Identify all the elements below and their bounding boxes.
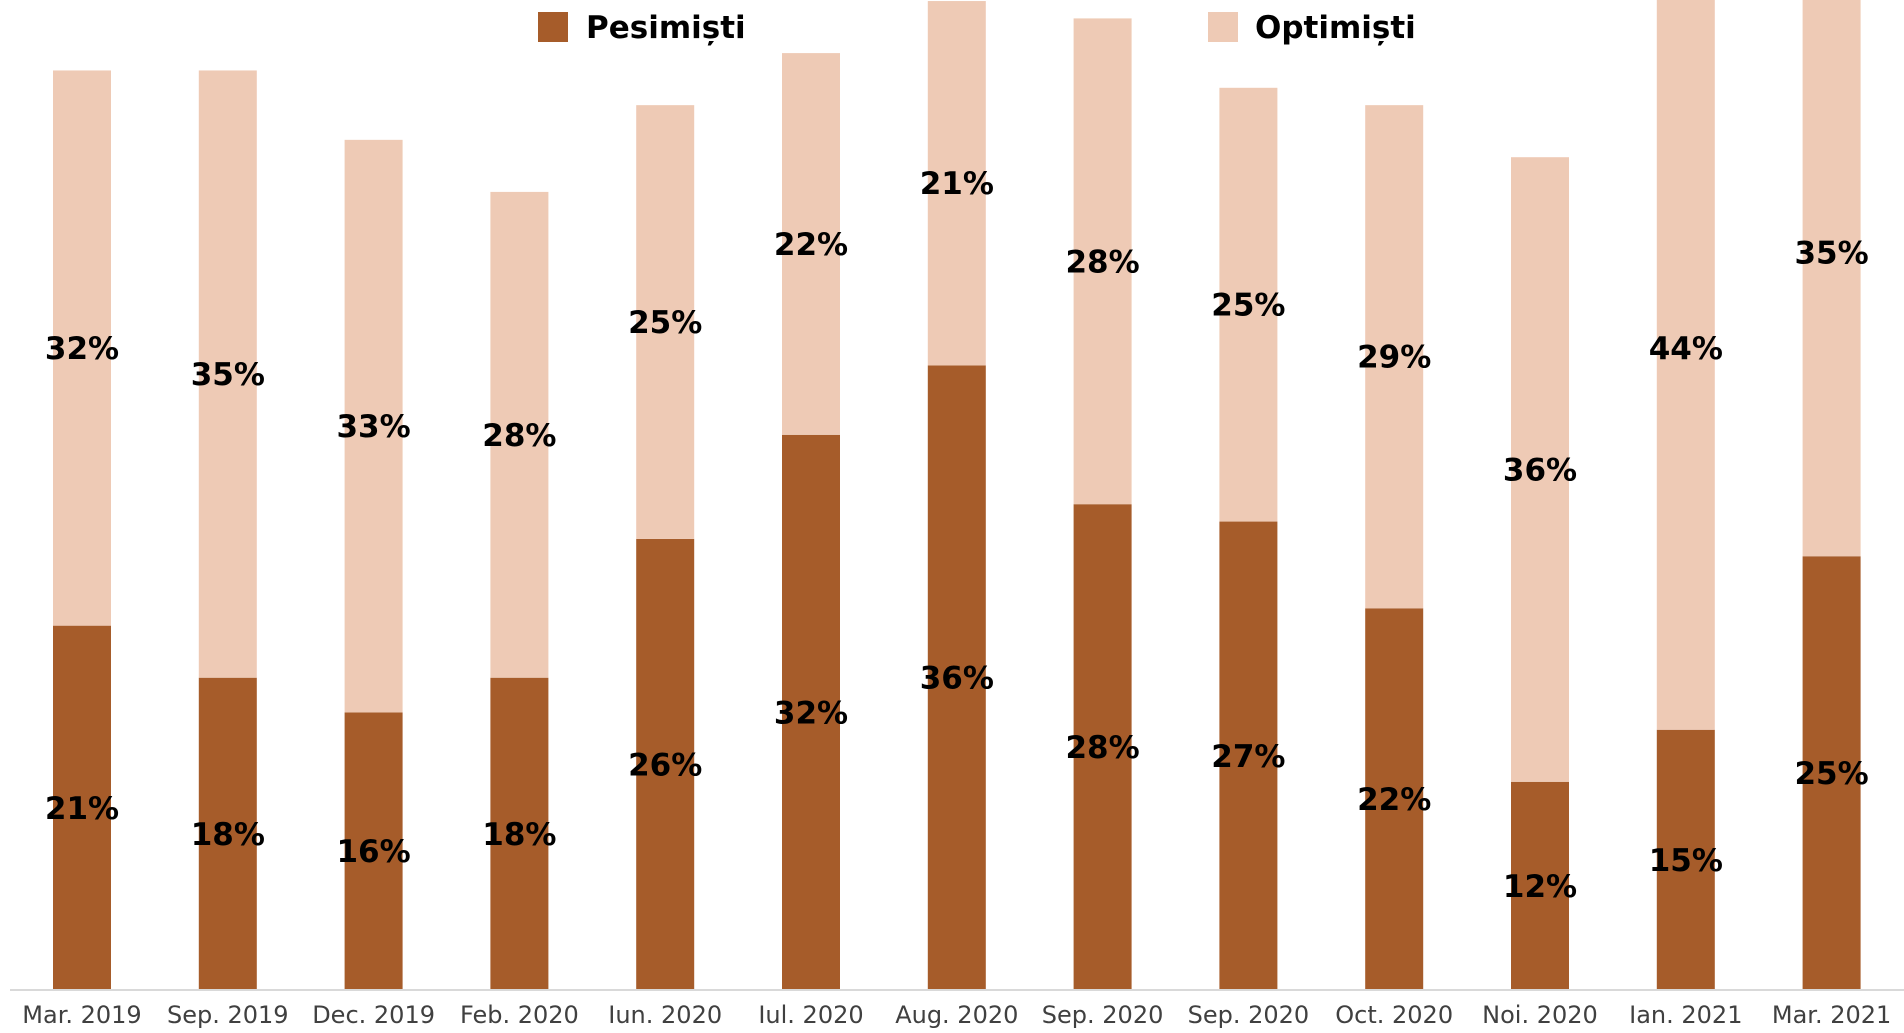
data-label-optimisti: 25%	[1211, 288, 1285, 324]
legend-swatch-pesimisti	[538, 12, 568, 42]
bar-optimisti	[344, 139, 403, 713]
data-label-optimisti: 44%	[1649, 331, 1723, 367]
legend-label-pesimisti: Pesimiști	[586, 10, 746, 46]
bar-optimisti	[198, 70, 257, 678]
data-label-pesimisti: 26%	[628, 747, 702, 783]
x-tick-label: Ian. 2021	[1629, 1001, 1742, 1028]
data-label-optimisti: 22%	[774, 227, 848, 263]
data-label-pesimisti: 21%	[45, 791, 119, 827]
legend-label-optimisti: Optimiști	[1255, 10, 1416, 46]
bar-pesimisti	[198, 677, 257, 990]
data-label-pesimisti: 18%	[191, 817, 265, 853]
data-label-pesimisti: 15%	[1649, 843, 1723, 879]
x-tick-label: Mar. 2019	[22, 1001, 141, 1028]
data-label-optimisti: 35%	[1794, 236, 1868, 272]
bar-pesimisti	[344, 712, 403, 990]
x-tick-label: Sep. 2020	[1188, 1001, 1310, 1028]
bar-optimisti	[927, 1, 986, 366]
data-label-pesimisti: 28%	[1065, 730, 1139, 766]
data-label-optimisti: 28%	[1065, 244, 1139, 280]
data-label-optimisti: 28%	[482, 418, 556, 454]
x-tick-label: Sep. 2019	[167, 1001, 289, 1028]
bar-optimisti	[782, 53, 840, 435]
bar-pesimisti	[1365, 608, 1424, 990]
bar-pesimisti	[1511, 781, 1569, 990]
bar-optimisti	[1219, 87, 1278, 522]
bar-optimisti	[1802, 0, 1861, 557]
data-label-pesimisti: 36%	[920, 661, 994, 697]
data-label-pesimisti: 32%	[774, 695, 848, 731]
bar-pesimisti	[53, 625, 111, 990]
x-tick-label: Aug. 2020	[895, 1001, 1018, 1028]
data-label-optimisti: 36%	[1503, 453, 1577, 489]
data-label-pesimisti: 27%	[1211, 739, 1285, 775]
bar-optimisti	[53, 70, 111, 626]
x-tick-label: Dec. 2019	[312, 1001, 435, 1028]
data-label-pesimisti: 25%	[1794, 756, 1868, 792]
data-label-optimisti: 35%	[191, 357, 265, 393]
bar-pesimisti	[1656, 729, 1715, 990]
data-label-pesimisti: 12%	[1503, 869, 1577, 905]
x-tick-label: Noi. 2020	[1482, 1001, 1598, 1028]
bar-pesimisti	[636, 538, 695, 990]
bar-optimisti	[1656, 0, 1715, 730]
data-label-pesimisti: 18%	[482, 817, 556, 853]
bar-optimisti	[1073, 18, 1132, 505]
bar-optimisti	[1365, 105, 1424, 609]
bar-pesimisti	[1073, 504, 1132, 990]
legend-swatch-optimisti	[1208, 12, 1238, 42]
x-tick-label: Sep. 2020	[1042, 1001, 1164, 1028]
x-tick-label: Oct. 2020	[1335, 1001, 1453, 1028]
data-label-pesimisti: 16%	[336, 834, 410, 870]
bar-pesimisti	[1802, 556, 1861, 990]
bar-pesimisti	[927, 365, 986, 990]
data-label-pesimisti: 22%	[1357, 782, 1431, 818]
x-tick-label: Iul. 2020	[758, 1001, 863, 1028]
x-tick-label: Iun. 2020	[608, 1001, 722, 1028]
x-tick-label: Mar. 2021	[1772, 1001, 1891, 1028]
data-label-optimisti: 21%	[920, 166, 994, 202]
bar-optimisti	[636, 105, 695, 539]
data-label-optimisti: 29%	[1357, 340, 1431, 376]
x-tick-label: Feb. 2020	[460, 1001, 579, 1028]
bar-pesimisti	[490, 677, 549, 990]
bar-optimisti	[490, 191, 549, 678]
bar-optimisti	[1511, 157, 1569, 782]
bar-pesimisti	[782, 434, 840, 990]
data-label-optimisti: 33%	[336, 409, 410, 445]
data-label-optimisti: 25%	[628, 305, 702, 341]
data-label-optimisti: 32%	[45, 331, 119, 367]
bar-pesimisti	[1219, 521, 1278, 990]
